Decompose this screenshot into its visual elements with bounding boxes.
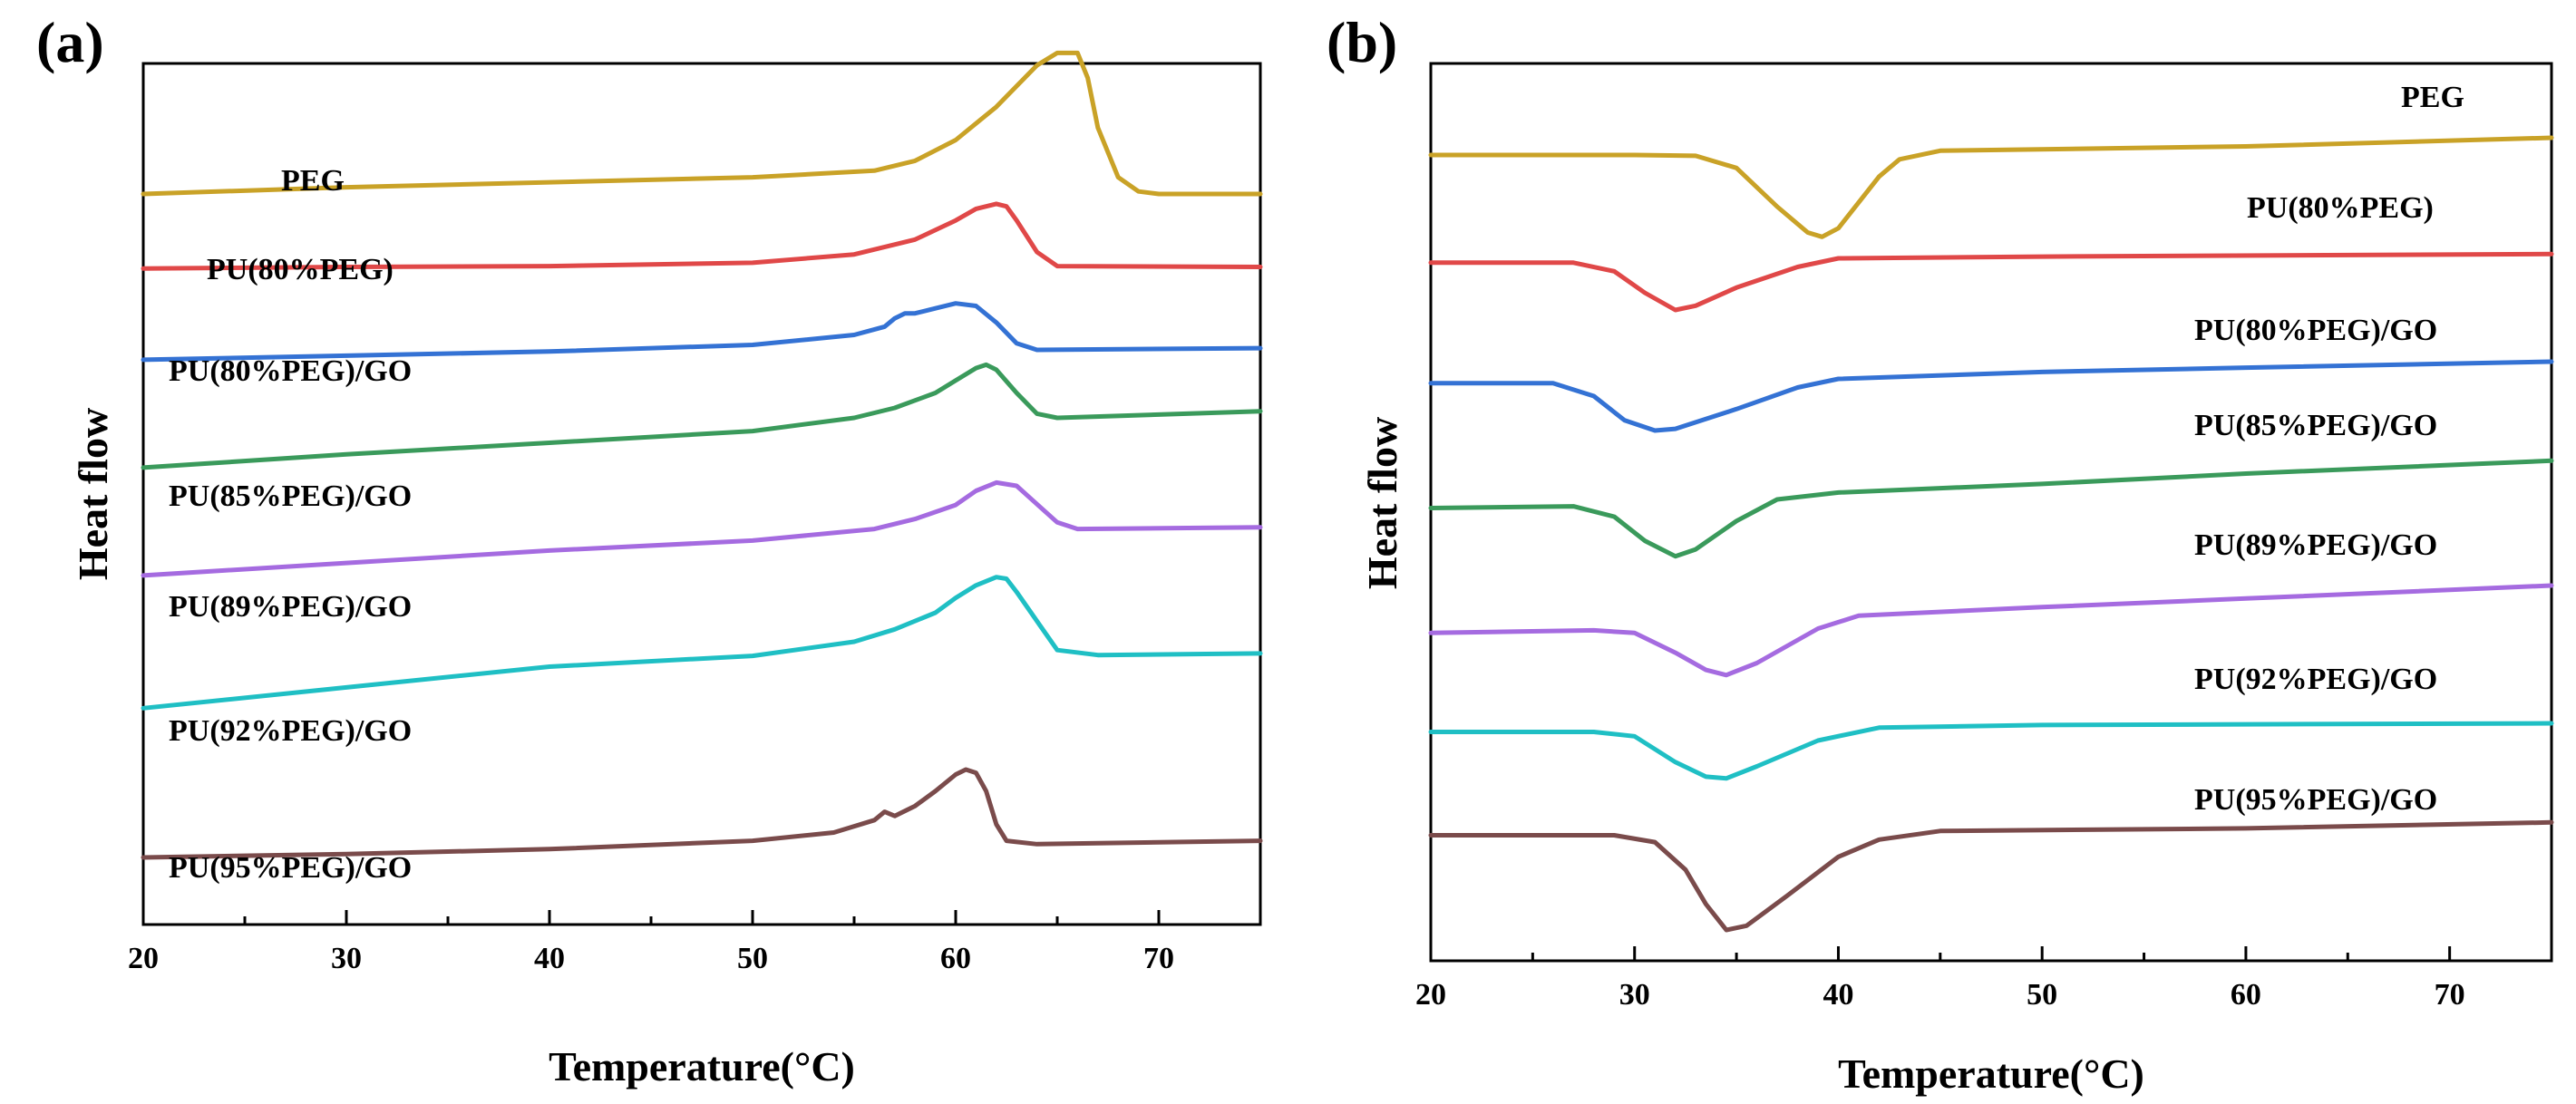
series-label-pu-80-peg: PU(80%PEG) [2247,191,2434,225]
series-line-peg [141,50,1263,197]
panel-a-y-axis-title: Heat flow [70,408,116,580]
series-line-pu-80-peg [1428,251,2554,313]
x-tick-label-30: 30 [1619,978,1650,1012]
series-label-pu-92-peg-go: PU(92%PEG)/GO [2194,663,2437,696]
series-label-pu-85-peg-go: PU(85%PEG)/GO [169,479,412,513]
series-line-pu-80-peg-go [141,301,1263,363]
series-label-pu-92-peg-go: PU(92%PEG)/GO [169,714,412,748]
series-label-peg: PEG [2401,81,2464,114]
series-label-pu-89-peg-go: PU(89%PEG)/GO [169,590,412,624]
series-label-pu-80-peg-go: PU(80%PEG)/GO [169,354,412,388]
series-line-pu-89-peg-go [1428,583,2554,678]
series-line-pu-95-peg-go [1428,819,2554,933]
panel-b-series: PEG PU(80%PEG) PU(80%PEG)/GO PU(85%PEG)/GO P… [1428,81,2554,933]
series-line-pu-85-peg-go [141,362,1263,470]
series-line-pu-85-peg-go [1428,458,2554,559]
x-tick-label-70: 70 [2435,978,2465,1012]
panel-b-label: (b) [1327,10,1397,74]
series-label-pu-95-peg-go: PU(95%PEG)/GO [2194,783,2437,817]
x-tick-label-70: 70 [1143,942,1174,975]
x-tick-label-50: 50 [2027,978,2057,1012]
x-tick-label-50: 50 [737,942,768,975]
panel-a-label: (a) [36,10,104,74]
series-line-pu-92-peg-go [1428,721,2554,781]
panel-b-x-ticks: 20 30 40 50 60 70 [1415,946,2553,1012]
x-tick-label-40: 40 [1823,978,1853,1012]
series-label-pu-80-peg-go: PU(80%PEG)/GO [2194,314,2437,347]
panel-a-heating-curves: (a) 20 30 40 50 60 70 PEG PU(80%PEG) PU(80%PEG)… [36,10,1263,1089]
series-line-pu-80-peg [141,201,1263,271]
series-line-peg [1428,135,2554,239]
x-tick-label-40: 40 [534,942,565,975]
panel-b-y-axis-title: Heat flow [1359,417,1405,589]
x-tick-label-60: 60 [2231,978,2261,1012]
series-label-pu-89-peg-go: PU(89%PEG)/GO [2194,528,2437,562]
x-tick-label-30: 30 [331,942,362,975]
series-line-pu-80-peg-go [1428,359,2554,433]
series-label-peg: PEG [281,164,345,198]
panel-b-cooling-curves: (b) 20 30 40 50 60 70 PEG PU(80%PEG) PU(80%PEG)… [1327,10,2554,1097]
series-label-pu-80-peg: PU(80%PEG) [207,253,394,286]
series-line-pu-92-peg-go [141,575,1263,711]
series-line-pu-95-peg-go [141,767,1263,860]
x-tick-label-60: 60 [940,942,971,975]
series-line-pu-89-peg-go [141,479,1263,578]
panel-b-plot-frame [1429,62,2553,963]
x-tick-label-20: 20 [128,942,159,975]
panel-b-x-axis-title: Temperature(°C) [1838,1051,2144,1097]
panel-a-series: PEG PU(80%PEG) PU(80%PEG)/GO PU(85%PEG)/GO P… [141,50,1263,885]
panel-a-x-axis-title: Temperature(°C) [549,1043,855,1089]
x-tick-label-20: 20 [1415,978,1446,1012]
series-label-pu-95-peg-go: PU(95%PEG)/GO [169,851,412,885]
panel-a-x-ticks: 20 30 40 50 60 70 [128,910,1262,975]
series-label-pu-85-peg-go: PU(85%PEG)/GO [2194,409,2437,442]
panel-a-plot-frame [141,62,1262,926]
